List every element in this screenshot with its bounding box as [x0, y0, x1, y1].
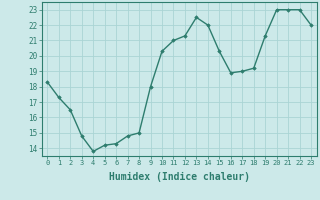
- X-axis label: Humidex (Indice chaleur): Humidex (Indice chaleur): [109, 172, 250, 182]
